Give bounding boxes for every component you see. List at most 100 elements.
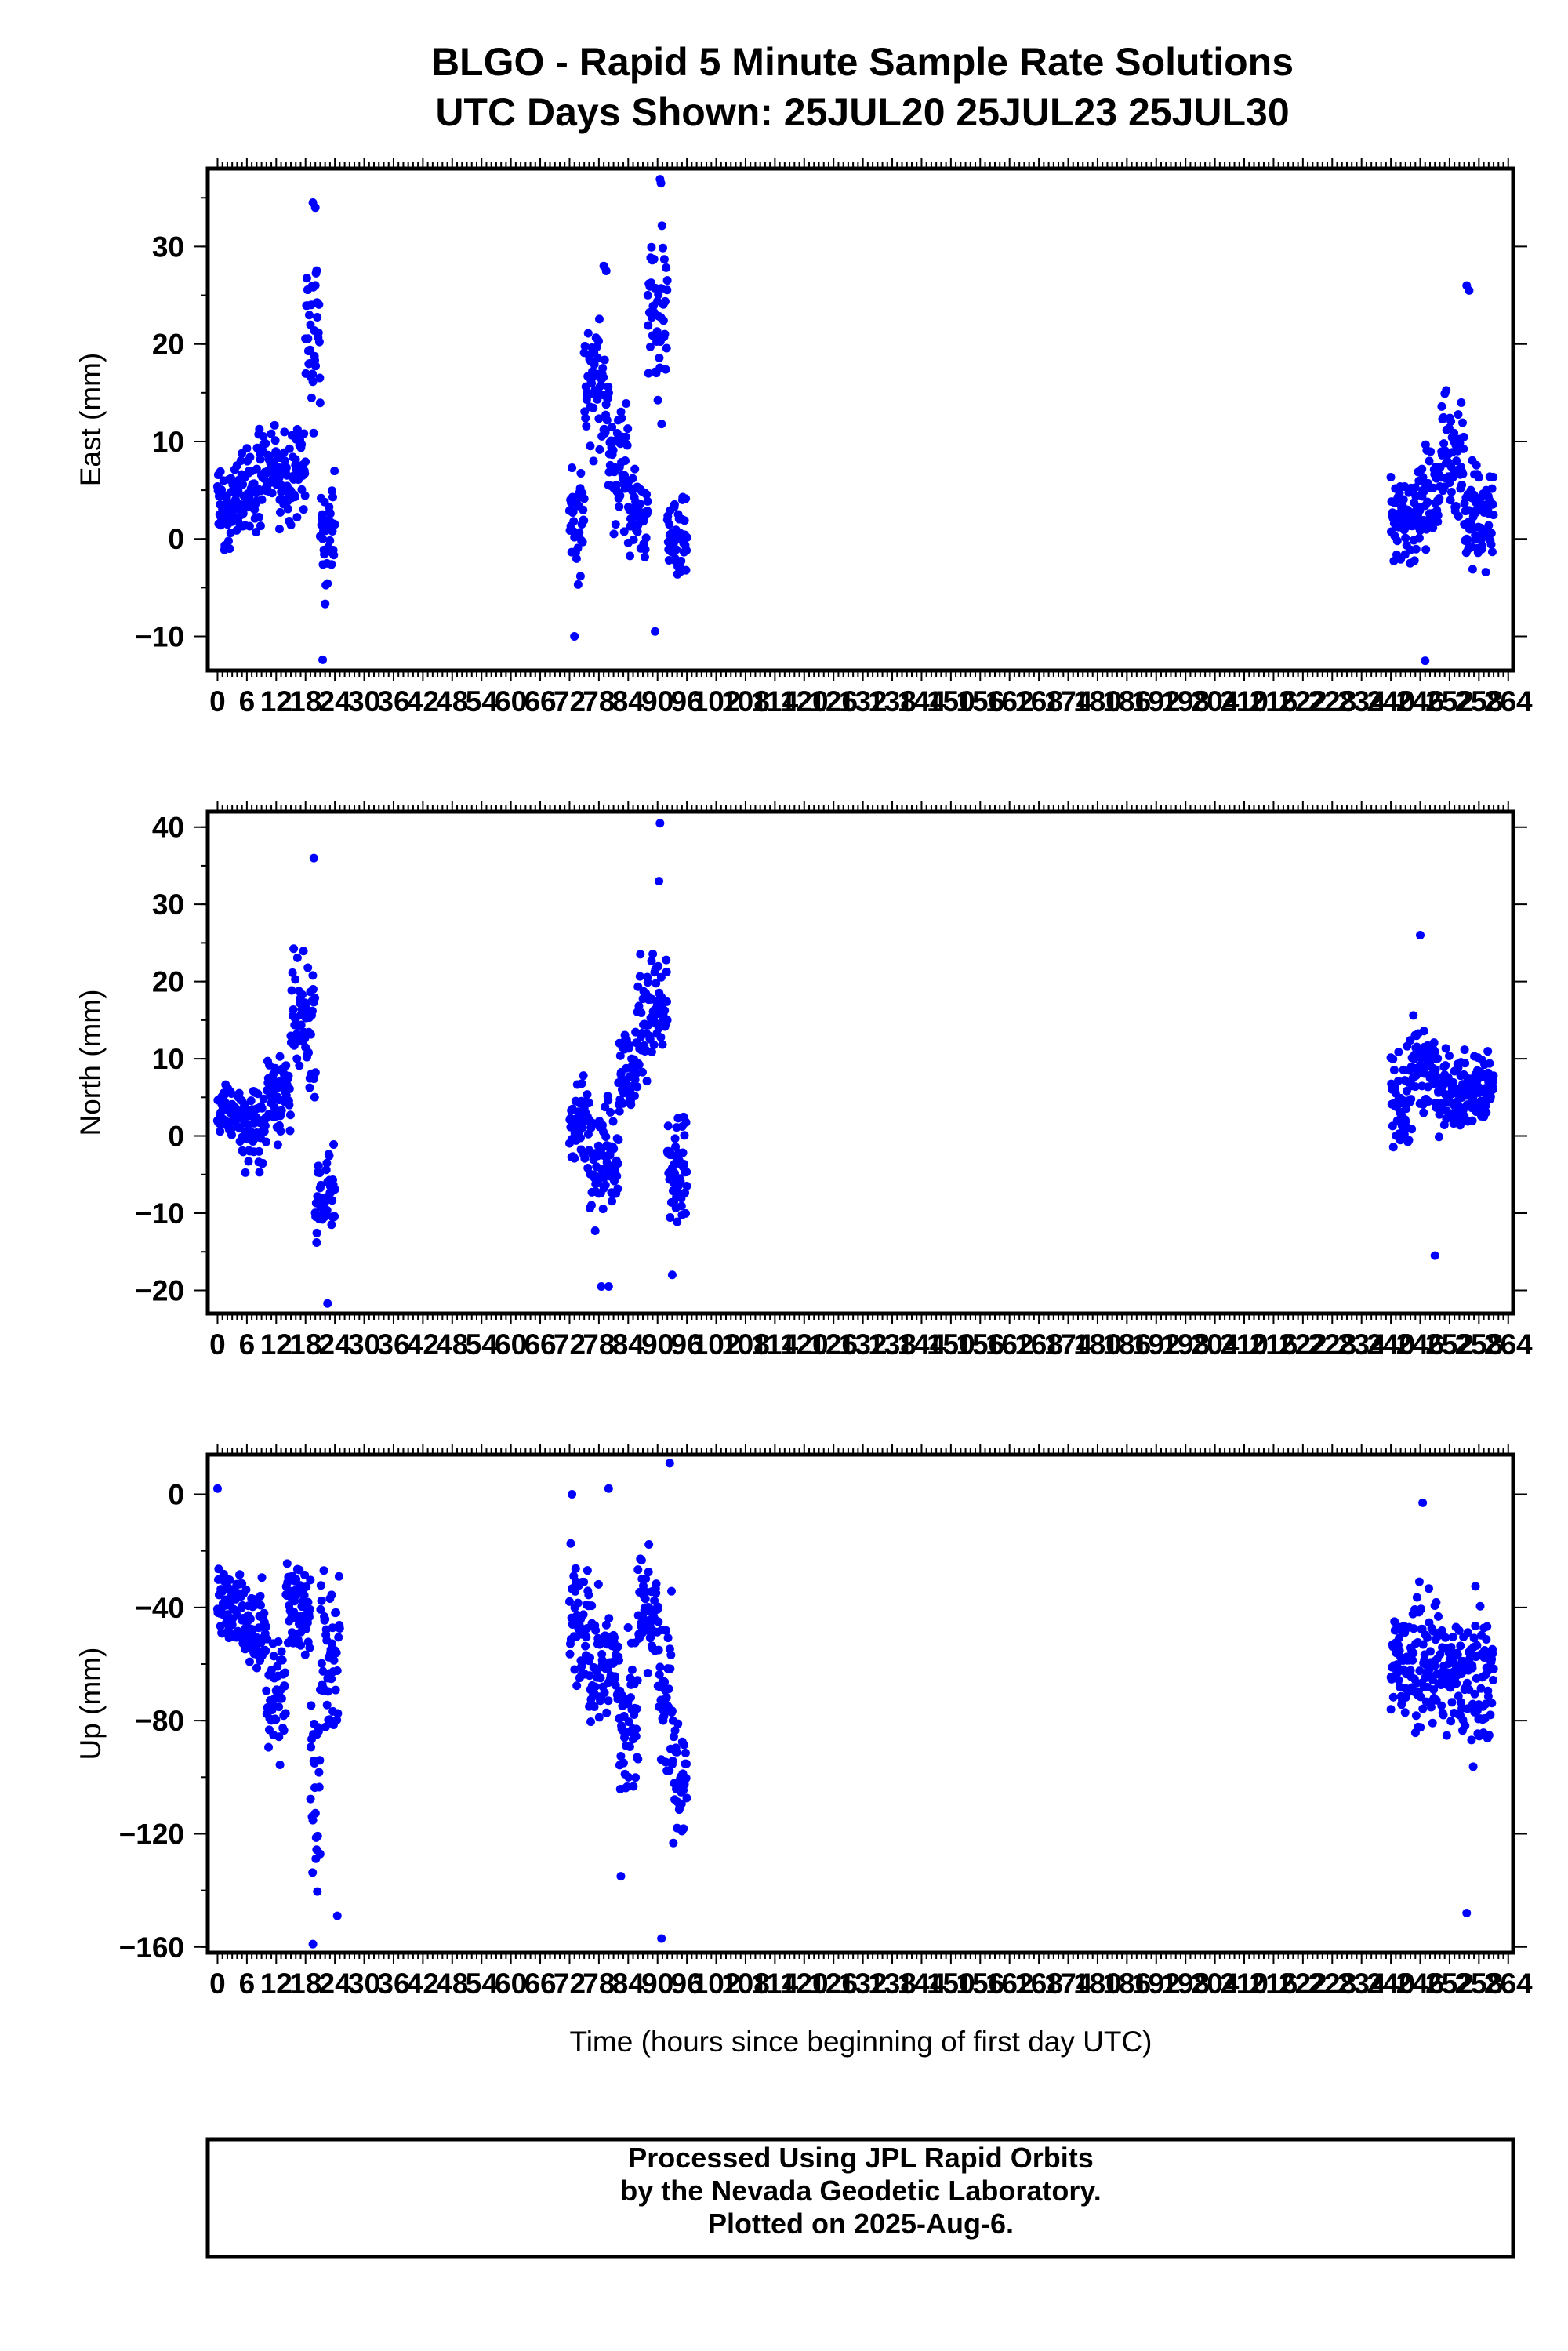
data-point: [576, 469, 586, 478]
data-point: [589, 403, 598, 412]
data-point: [657, 1934, 666, 1943]
data-point: [630, 1075, 640, 1085]
data-point: [1433, 511, 1443, 520]
x-tick-label: 264: [1484, 1968, 1533, 2000]
x-tick-label: 120: [780, 1328, 829, 1361]
data-point: [316, 1581, 325, 1590]
data-point: [327, 1220, 336, 1230]
x-tick-label: 198: [1161, 1328, 1210, 1361]
data-point: [267, 489, 277, 498]
data-point: [570, 1665, 579, 1674]
data-point: [670, 1134, 680, 1143]
data-point: [335, 1624, 344, 1633]
data-point: [588, 1118, 597, 1128]
data-point: [615, 502, 624, 511]
data-point: [584, 1590, 593, 1600]
data-point: [298, 990, 307, 999]
x-tick-label: 246: [1396, 1968, 1445, 2000]
data-point: [660, 296, 670, 306]
data-point: [1430, 1251, 1439, 1260]
data-point: [312, 1228, 321, 1237]
data-point: [682, 1168, 691, 1177]
data-point: [1483, 1047, 1493, 1056]
data-point: [279, 1726, 289, 1735]
data-point: [604, 1282, 613, 1292]
data-point: [1489, 511, 1498, 520]
y-tick-label: −10: [135, 1197, 184, 1230]
data-point: [1446, 1683, 1455, 1692]
data-point: [625, 1742, 634, 1752]
data-point: [1459, 432, 1468, 441]
data-point: [601, 427, 610, 437]
data-point: [565, 1649, 575, 1659]
x-tick-label: 36: [377, 685, 409, 718]
data-point: [1472, 1641, 1482, 1650]
x-tick-label: 6: [239, 685, 256, 718]
data-point: [274, 1732, 284, 1742]
x-tick-label: 24: [319, 1328, 352, 1361]
data-point: [216, 467, 225, 476]
data-point: [1442, 386, 1451, 395]
data-point: [622, 441, 632, 450]
data-point: [680, 1131, 689, 1140]
data-point: [1463, 1628, 1472, 1637]
x-tick-label: 156: [956, 685, 1004, 718]
x-tick-label: 90: [641, 1968, 673, 2000]
data-point: [681, 1774, 691, 1783]
data-point: [1439, 412, 1448, 422]
data-point: [564, 1597, 574, 1606]
data-point: [682, 1793, 691, 1803]
data-point: [572, 1681, 582, 1691]
x-tick-label: 240: [1367, 685, 1415, 718]
x-tick-label: 246: [1396, 685, 1445, 718]
data-point: [314, 300, 324, 309]
data-point: [1476, 1684, 1486, 1693]
data-point: [257, 495, 267, 504]
data-point: [614, 1135, 623, 1144]
data-point: [1433, 517, 1443, 526]
data-point: [583, 1090, 592, 1099]
data-point: [1417, 464, 1427, 474]
data-point: [668, 1756, 677, 1765]
data-point: [617, 413, 626, 423]
data-point: [682, 532, 691, 542]
chart-title-line2: UTC Days Shown: 25JUL20 25JUL23 25JUL30: [435, 90, 1289, 134]
data-point: [595, 445, 604, 454]
data-point: [258, 1158, 267, 1168]
data-point: [328, 527, 337, 536]
data-point: [310, 1068, 320, 1077]
data-point: [586, 1717, 596, 1727]
data-point: [321, 1615, 330, 1624]
data-point: [1441, 1633, 1450, 1642]
x-tick-label: 186: [1102, 1328, 1151, 1361]
data-point: [327, 1674, 336, 1684]
data-point: [1447, 1698, 1457, 1707]
data-point: [1390, 1617, 1399, 1626]
data-point: [665, 1459, 674, 1468]
data-point: [1424, 1097, 1433, 1106]
data-point: [602, 416, 612, 425]
data-point: [662, 955, 671, 965]
data-point: [257, 1103, 267, 1113]
data-point: [1428, 483, 1438, 492]
data-point: [568, 1490, 577, 1499]
data-point: [317, 1596, 326, 1605]
data-point: [1423, 497, 1432, 507]
data-point: [670, 1726, 680, 1735]
data-point: [644, 321, 653, 330]
data-point: [660, 1006, 670, 1016]
data-point: [655, 1662, 665, 1672]
data-point: [601, 1180, 610, 1190]
data-point: [285, 444, 294, 453]
data-point: [307, 1006, 317, 1016]
data-point: [314, 328, 323, 337]
data-point: [615, 1106, 624, 1116]
data-point: [257, 1573, 267, 1582]
data-point: [288, 968, 297, 977]
data-point: [581, 1641, 590, 1651]
data-point: [626, 1693, 635, 1702]
data-point: [589, 456, 598, 466]
data-point: [322, 1205, 332, 1215]
y-tick-label: −120: [119, 1818, 184, 1850]
data-point: [329, 551, 339, 560]
